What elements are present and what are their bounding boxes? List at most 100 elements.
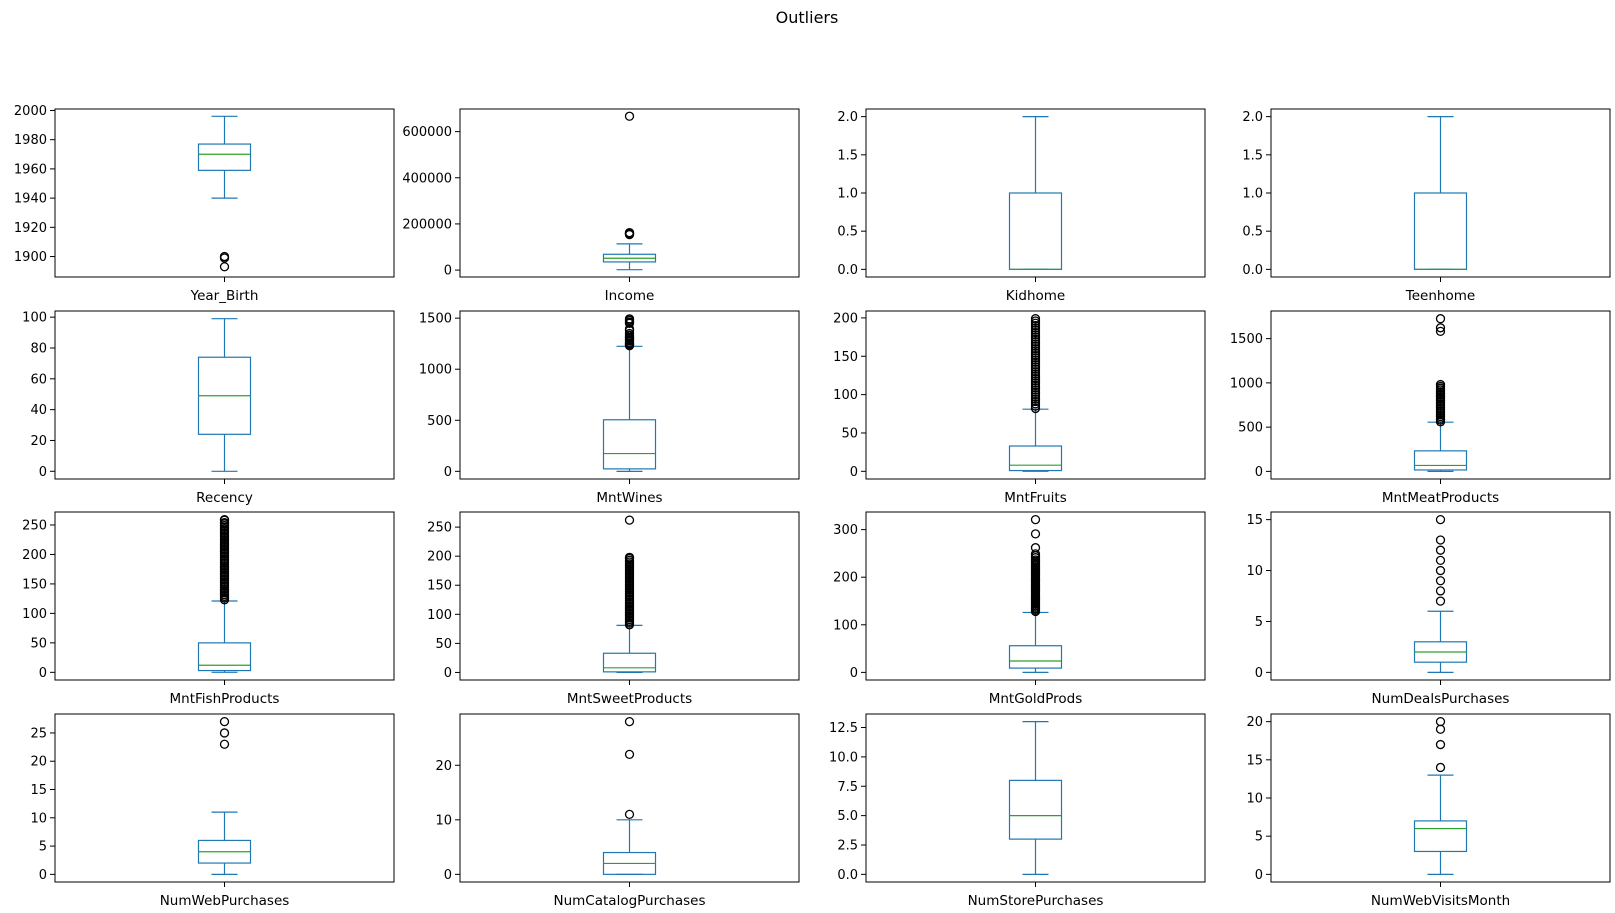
- y-tick-label: 10: [30, 811, 47, 826]
- iqr-box: [197, 143, 252, 171]
- axes-frame: [1270, 310, 1611, 480]
- subplot-numwebvisitsmonth: 0 5 10 15 20 NumWebVisitsMonth: [1246, 713, 1611, 909]
- y-tick-label: 60: [30, 372, 47, 387]
- outlier-point: [1030, 549, 1041, 559]
- y-tick-label: 0: [850, 465, 858, 480]
- figure-title: Outliers: [776, 8, 839, 27]
- y-tick-label: 15: [1246, 513, 1263, 528]
- iqr-box: [1008, 779, 1063, 840]
- y-tick-label: 10: [1246, 792, 1263, 807]
- y-tick-label: 1.5: [837, 148, 858, 163]
- subplot-mntmeatproducts: 0 500 1000 1500 MntMeatProducts: [1230, 310, 1611, 506]
- subplot-recency: 0 20 40 60 80 100 Recency: [22, 310, 395, 506]
- y-tick-label: 0.0: [837, 868, 858, 883]
- outlier-point: [1435, 326, 1446, 337]
- y-tick-label: 50: [435, 637, 452, 652]
- subplot-teenhome: 0.0 0.5 1.0 1.5 2.0 Teenhome: [1242, 108, 1611, 304]
- outlier-point: [1030, 543, 1041, 553]
- x-tick-label: NumDealsPurchases: [1372, 691, 1510, 707]
- y-tick-label: 0: [1255, 666, 1263, 681]
- y-tick-label: 100: [833, 618, 858, 633]
- outlier-point: [1435, 323, 1446, 333]
- outlier-point: [624, 227, 635, 238]
- y-tick-label: 10: [1246, 564, 1263, 579]
- y-tick-label: 5: [1255, 830, 1263, 845]
- iqr-box: [1413, 820, 1468, 853]
- subplot-mntsweetproducts: 0 50 100 150 200 250 MntSweetProducts: [427, 511, 800, 707]
- outlier-point: [219, 728, 230, 738]
- y-tick-label: 15: [1246, 753, 1263, 768]
- x-tick-label: NumWebPurchases: [160, 893, 290, 909]
- y-tick-label: 500: [1238, 421, 1263, 436]
- y-tick-label: 100: [22, 311, 47, 326]
- y-tick-label: 1.0: [1242, 187, 1263, 202]
- subplot-income: 0 200000 400000 600000 Income: [402, 108, 800, 304]
- y-tick-label: 15: [30, 783, 47, 798]
- y-tick-label: 7.5: [837, 780, 858, 795]
- outlier-point: [624, 515, 635, 525]
- y-tick-label: 1500: [419, 312, 452, 327]
- axes-frame: [865, 713, 1206, 883]
- y-tick-label: 20: [30, 434, 47, 449]
- outlier-point: [624, 111, 635, 121]
- axes-frame: [54, 310, 395, 480]
- axes-frame: [459, 108, 800, 278]
- outlier-point: [1435, 739, 1446, 750]
- y-tick-label: 1960: [14, 162, 47, 177]
- outlier-point: [624, 809, 635, 820]
- y-tick-label: 0: [1255, 465, 1263, 480]
- x-tick-label: Year_Birth: [190, 288, 259, 304]
- y-tick-label: 0.0: [837, 263, 858, 278]
- iqr-box: [1413, 192, 1468, 270]
- outlier-point: [1435, 379, 1446, 390]
- outlier-point: [624, 749, 635, 760]
- outlier-point: [1435, 576, 1446, 586]
- subplot-numwebpurchases: 0 5 10 15 20 25 NumWebPurchases: [30, 713, 395, 909]
- x-tick-label: MntFishProducts: [170, 691, 280, 707]
- x-tick-label: MntSweetProducts: [567, 691, 692, 707]
- y-tick-label: 5: [1255, 615, 1263, 630]
- y-tick-label: 5: [39, 840, 47, 855]
- y-tick-label: 150: [427, 579, 452, 594]
- iqr-box: [602, 652, 657, 673]
- iqr-box: [602, 419, 657, 470]
- outlier-point: [1435, 724, 1446, 734]
- y-tick-label: 20: [1246, 715, 1263, 730]
- y-tick-label: 0: [444, 868, 452, 883]
- y-tick-label: 0: [850, 666, 858, 681]
- y-tick-label: 1.5: [1242, 148, 1263, 163]
- y-tick-label: 300: [833, 523, 858, 538]
- y-tick-label: 12.5: [829, 721, 858, 736]
- y-tick-label: 1920: [14, 221, 47, 236]
- y-tick-label: 500: [427, 414, 452, 429]
- y-tick-label: 100: [427, 608, 452, 623]
- y-tick-label: 2.0: [837, 110, 858, 125]
- outlier-point: [624, 314, 635, 324]
- y-tick-label: 200: [833, 311, 858, 326]
- outlier-point: [1435, 596, 1446, 606]
- subplot-numcatalogpurchases: 0 10 20 NumCatalogPurchases: [435, 713, 800, 909]
- outlier-point: [1435, 762, 1446, 773]
- axes-frame: [1270, 108, 1611, 278]
- y-tick-label: 0: [1255, 868, 1263, 883]
- iqr-box: [197, 642, 252, 672]
- subplot-numstorepurchases: 0.0 2.5 5.0 7.5 10.0 12.5 NumStorePurchases: [829, 713, 1206, 909]
- outlier-point: [624, 552, 635, 562]
- subplot-year_birth: 1900 1920 1940 1960 1980 2000 Year_Birth: [14, 104, 395, 304]
- y-tick-label: 1000: [1230, 376, 1263, 391]
- axes-frame: [865, 511, 1206, 681]
- y-tick-label: 200: [833, 571, 858, 586]
- y-tick-label: 40: [30, 403, 47, 418]
- axes-frame: [459, 713, 800, 883]
- y-tick-label: 200000: [402, 217, 452, 232]
- outlier-point: [1435, 586, 1446, 596]
- outlier-point: [624, 716, 635, 727]
- x-tick-label: Kidhome: [1006, 288, 1065, 304]
- outlier-point: [219, 251, 230, 262]
- subplot-mntfruits: 0 50 100 150 200 MntFruits: [833, 310, 1206, 506]
- subplot-grid: 190019201940196019802000Year_Birth020000…: [14, 104, 1611, 909]
- outlier-point: [1435, 535, 1446, 545]
- y-tick-label: 0: [444, 465, 452, 480]
- subplot-numdealspurchases: 0 5 10 15 NumDealsPurchases: [1246, 511, 1611, 707]
